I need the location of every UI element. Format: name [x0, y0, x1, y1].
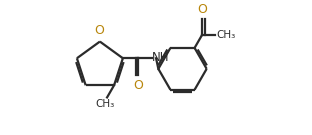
Text: CH₃: CH₃ — [95, 99, 115, 109]
Text: CH₃: CH₃ — [216, 30, 235, 40]
Text: NH: NH — [152, 50, 170, 63]
Text: O: O — [197, 3, 207, 16]
Text: O: O — [94, 24, 104, 37]
Text: O: O — [134, 79, 144, 92]
